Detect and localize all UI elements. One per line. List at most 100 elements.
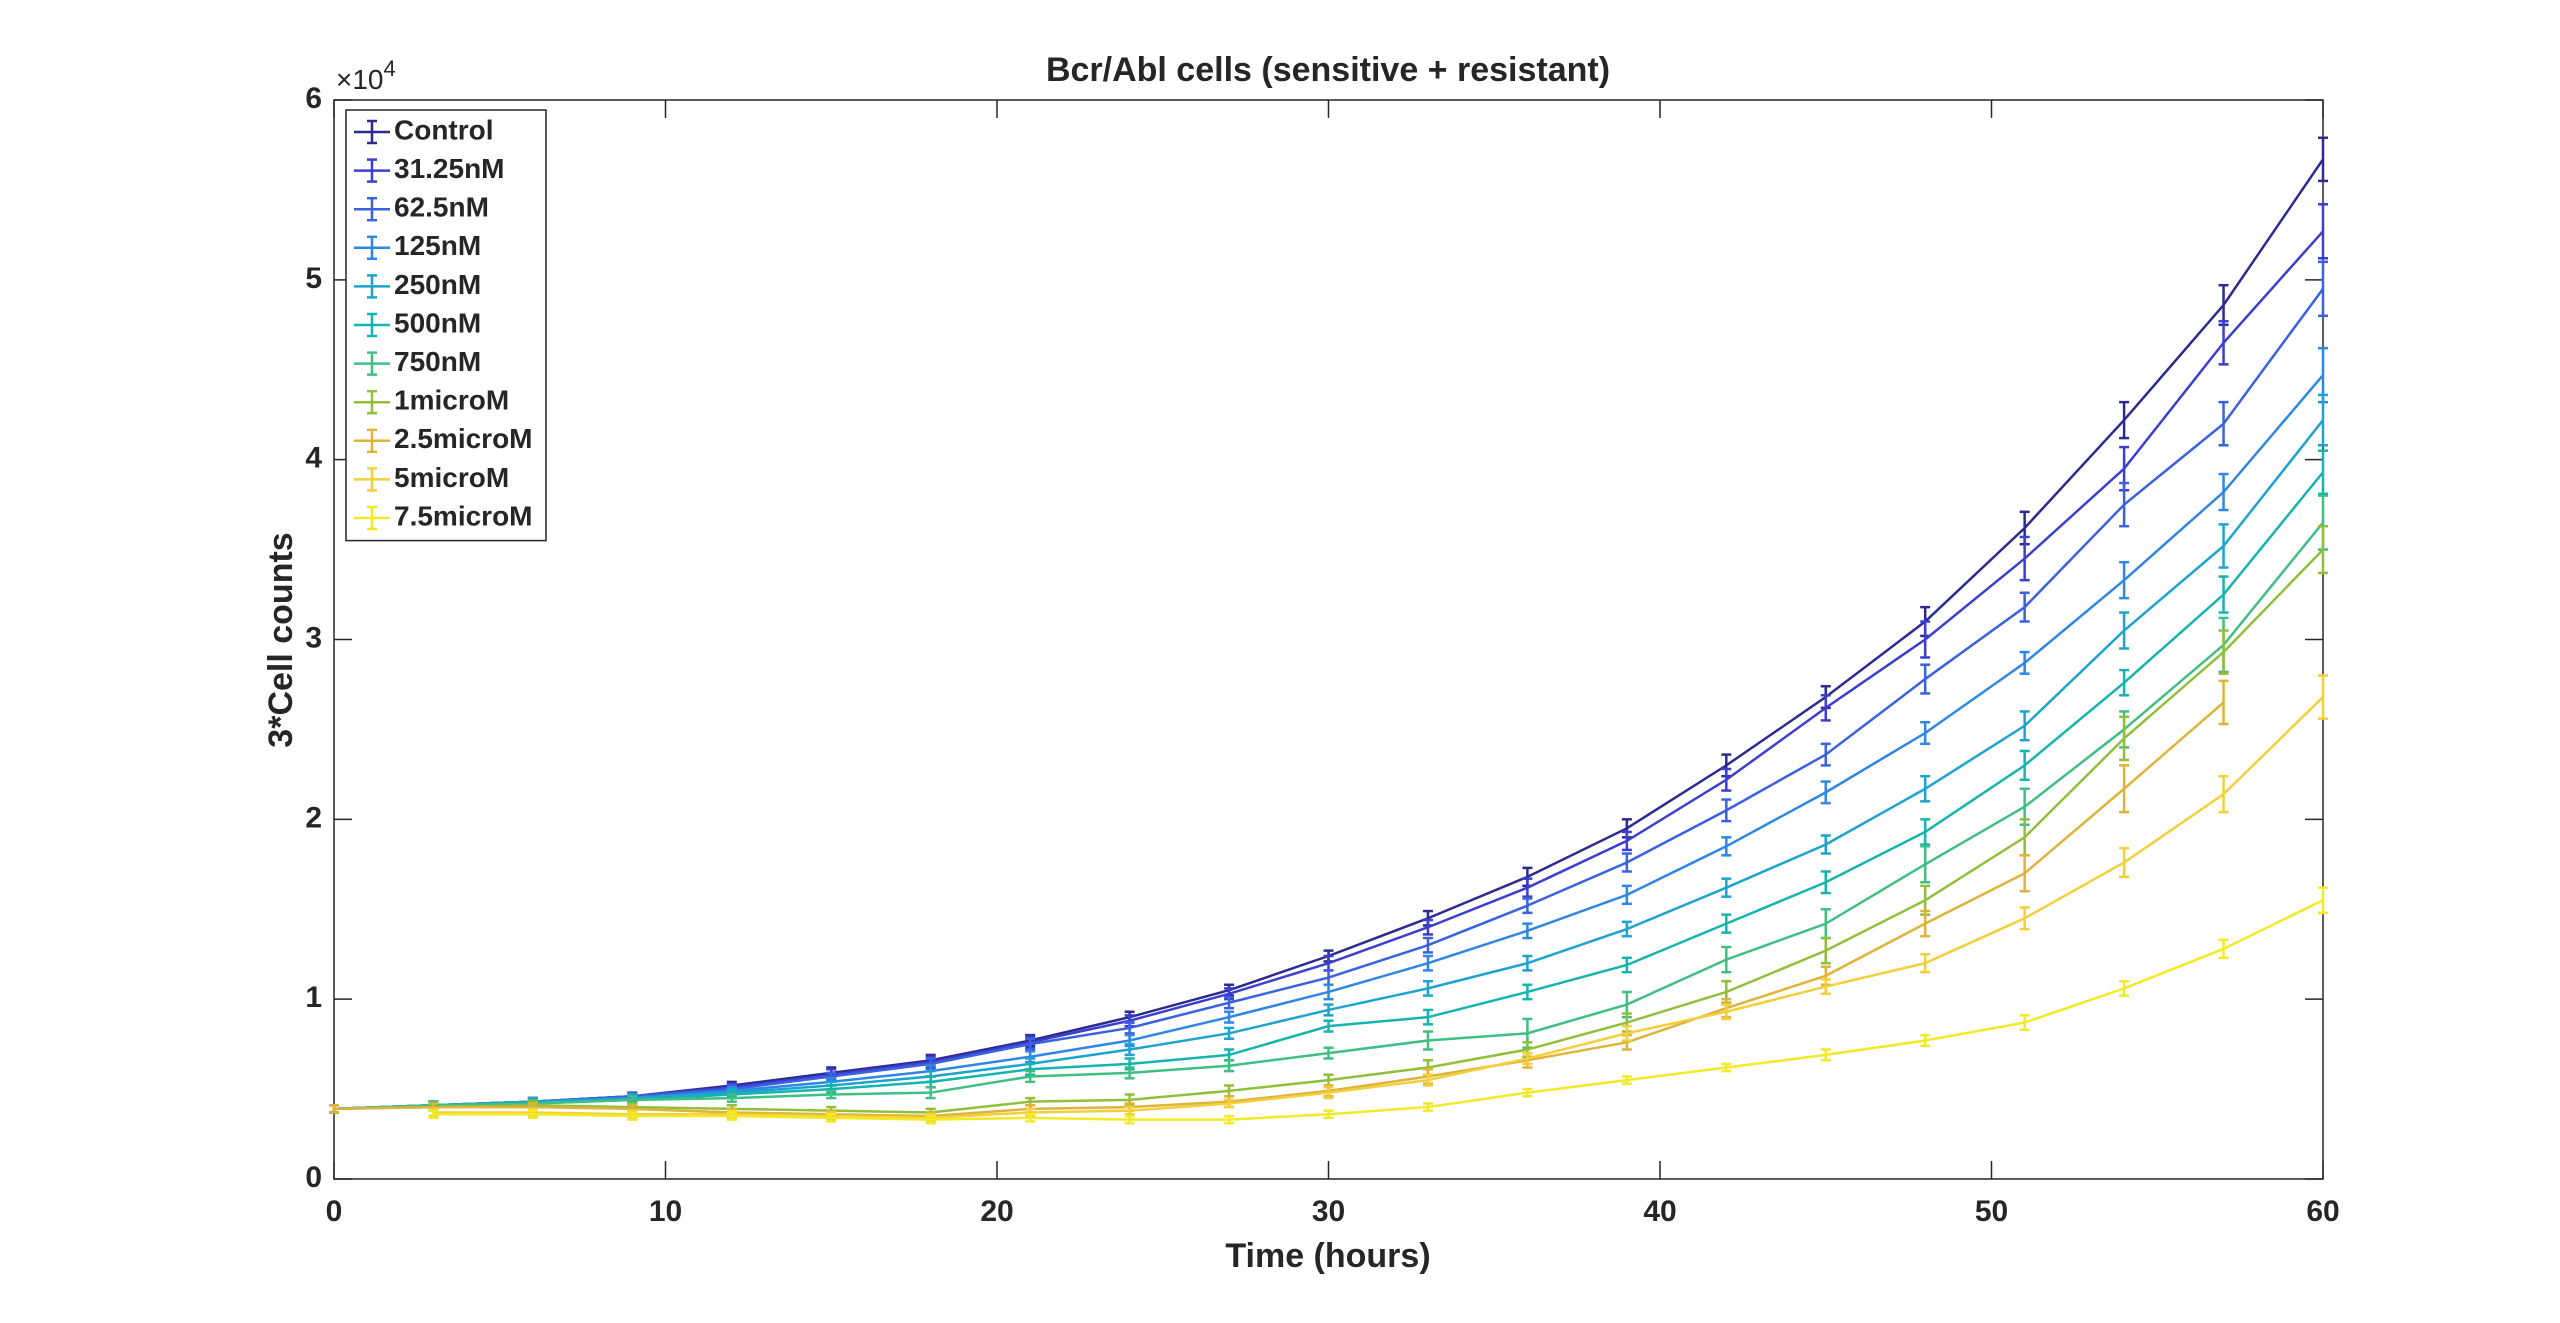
error-bar xyxy=(1522,922,1533,940)
error-bar xyxy=(2318,203,2328,260)
y-tick-label: 5 xyxy=(305,262,322,295)
error-bar xyxy=(2119,764,2130,814)
error-bar xyxy=(2218,523,2229,569)
series-line xyxy=(333,701,2225,1118)
legend-label: 7.5microM xyxy=(394,500,533,531)
error-bar xyxy=(1721,913,1732,934)
error-bar xyxy=(1721,877,1732,898)
error-bar xyxy=(2019,854,2030,893)
error-bar xyxy=(2218,629,2229,675)
legend-label: 500nM xyxy=(394,307,481,338)
error-bar xyxy=(527,1109,538,1120)
error-bar xyxy=(1920,620,1931,659)
error-bar xyxy=(1323,983,1334,1001)
error-bar xyxy=(1920,1033,1931,1048)
error-bar xyxy=(2019,591,2030,623)
series-line xyxy=(433,899,2324,1121)
error-bar xyxy=(1721,1062,1732,1073)
legend-label: 125nM xyxy=(394,230,481,261)
error-bar xyxy=(1025,1113,1036,1123)
error-bar xyxy=(1124,1114,1135,1125)
legend-label: 750nM xyxy=(394,346,481,377)
error-bar xyxy=(1920,774,1931,803)
error-bar xyxy=(1621,956,1632,974)
legend-label: Control xyxy=(394,114,494,145)
error-bar xyxy=(2119,481,2130,528)
error-bar xyxy=(1422,1073,1433,1087)
error-bar xyxy=(627,1111,638,1121)
x-tick-label: 30 xyxy=(1312,1195,1345,1228)
error-bar xyxy=(2218,679,2229,726)
error-bar xyxy=(1422,918,1433,936)
error-bar xyxy=(1025,1069,1036,1084)
error-bar xyxy=(1522,1051,1533,1066)
x-tick-label: 60 xyxy=(2306,1195,2339,1228)
x-tick-label: 50 xyxy=(1975,1195,2008,1228)
error-bar xyxy=(1124,1042,1135,1057)
error-bar xyxy=(2318,260,2328,318)
error-bar xyxy=(1224,1026,1235,1040)
error-bar xyxy=(2019,1014,2030,1031)
error-bar xyxy=(1422,936,1433,954)
error-bar xyxy=(2119,400,2130,440)
error-bar xyxy=(1323,1109,1334,1120)
error-bar xyxy=(2218,319,2229,366)
x-tick-label: 20 xyxy=(980,1195,1013,1228)
error-bar xyxy=(1920,909,1931,938)
error-bar xyxy=(2218,400,2229,447)
y-tick-label: 0 xyxy=(305,1161,322,1194)
error-bar xyxy=(1721,767,1732,792)
error-bar xyxy=(1920,845,1931,884)
error-bar xyxy=(2119,560,2130,600)
error-bar xyxy=(1224,1098,1235,1109)
error-bar xyxy=(2119,979,2130,997)
error-bar xyxy=(1920,818,1931,846)
error-bar xyxy=(1721,836,1732,857)
error-bar xyxy=(2218,938,2229,960)
y-multiplier-base: ×10 xyxy=(336,64,384,95)
error-bar xyxy=(1721,945,1732,974)
error-bar xyxy=(1621,852,1632,873)
error-bar xyxy=(2218,472,2229,512)
error-bar xyxy=(1124,1021,1135,1035)
chart-title: Bcr/Abl cells (sensitive + resistant) xyxy=(1046,51,1610,89)
error-bar xyxy=(2318,524,2328,575)
error-bar xyxy=(826,1113,837,1123)
legend-label: 5microM xyxy=(394,462,509,493)
error-bar xyxy=(2318,886,2328,915)
legend-label: 2.5microM xyxy=(394,423,533,454)
error-bar xyxy=(1721,1003,1732,1021)
error-bar xyxy=(1323,1046,1334,1060)
error-bar xyxy=(1820,780,1831,805)
plot-area: 0 10 20 30 40 50 60 0 1 2 3 4 5 6 xyxy=(305,82,2339,1228)
y-tick-label: 6 xyxy=(305,82,322,115)
error-bar xyxy=(2019,906,2030,931)
error-bar xyxy=(2119,715,2130,762)
error-bar xyxy=(1820,936,1831,965)
error-bar xyxy=(726,1093,737,1103)
series xyxy=(428,886,2328,1125)
legend-label: 250nM xyxy=(394,269,481,300)
error-bar xyxy=(1522,1087,1533,1098)
x-tick-label: 40 xyxy=(1643,1195,1676,1228)
error-bar xyxy=(1920,952,1931,974)
x-tick-label: 10 xyxy=(649,1195,682,1228)
error-bar xyxy=(1522,877,1533,898)
x-axis-label: Time (hours) xyxy=(1225,1237,1430,1275)
error-bar xyxy=(1422,1030,1433,1051)
error-bar xyxy=(826,1089,837,1100)
error-bar xyxy=(2318,393,2328,447)
error-bar xyxy=(1422,1102,1433,1112)
y-tick-label: 1 xyxy=(305,981,322,1014)
error-bar xyxy=(1522,983,1533,1001)
error-bar xyxy=(1422,954,1433,972)
error-bar xyxy=(2318,674,2328,720)
error-bar xyxy=(2019,749,2030,782)
error-bar xyxy=(2019,710,2030,742)
legend-label: 31.25nM xyxy=(394,153,505,184)
error-bar xyxy=(925,1114,936,1125)
error-bar xyxy=(925,1086,936,1100)
error-bar xyxy=(2218,774,2229,814)
error-bar xyxy=(428,1109,439,1120)
